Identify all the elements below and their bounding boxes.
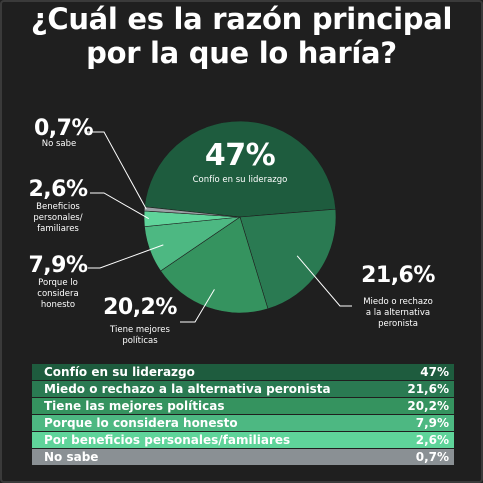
- row-label: Confío en su liderazgo: [44, 365, 195, 379]
- row-value: 21,6%: [407, 382, 449, 396]
- table-row: Tiene las mejores políticas 20,2%: [32, 398, 454, 414]
- chart-title: ¿Cuál es la razón principal por la que l…: [0, 2, 483, 70]
- row-label: Por beneficios personales/familiares: [44, 433, 291, 447]
- row-label: No sabe: [44, 450, 99, 464]
- slice-value-nosabe: 0,7%: [34, 116, 94, 141]
- slice-desc-beneficios: Beneficios personales/ familiares: [33, 202, 83, 234]
- row-label: Tiene las mejores políticas: [44, 399, 225, 413]
- row-value: 0,7%: [415, 450, 449, 464]
- label-liderazgo: 47% Confío en su liderazgo: [185, 140, 295, 186]
- leader-line-nosabe: [86, 131, 147, 210]
- slice-value-politicas: 20,2%: [103, 295, 177, 320]
- slice-desc-liderazgo: Confío en su liderazgo: [192, 175, 288, 185]
- row-value: 20,2%: [407, 399, 449, 413]
- title-line-2: por la que lo haría?: [86, 36, 397, 70]
- legend-table: Confío en su liderazgo 47% Miedo o recha…: [32, 364, 454, 466]
- slice-desc-miedo: Miedo o rechazo a la alternativa peronis…: [363, 297, 433, 329]
- leader-line-miedo: [296, 255, 352, 307]
- row-value: 47%: [420, 365, 449, 379]
- pie-slice-miedo: [239, 208, 337, 310]
- table-row: Miedo o rechazo a la alternativa peronis…: [32, 381, 454, 397]
- label-nosabe: 0,7% No sabe: [34, 116, 94, 150]
- slice-value-liderazgo: 47%: [204, 138, 276, 173]
- leader-line-beneficios: [90, 192, 150, 220]
- table-row: Porque lo considera honesto 7,9%: [32, 415, 454, 431]
- slice-value-honesto: 7,9%: [28, 253, 88, 278]
- label-politicas: 20,2% Tiene mejores políticas: [100, 296, 180, 347]
- slice-desc-politicas: Tiene mejores políticas: [110, 325, 170, 346]
- table-row: No sabe 0,7%: [32, 449, 454, 465]
- row-value: 7,9%: [415, 416, 449, 430]
- slice-value-miedo: 21,6%: [361, 263, 435, 288]
- table-row: Confío en su liderazgo 47%: [32, 364, 454, 380]
- label-honesto: 7,9% Porque lo considera honesto: [28, 254, 88, 311]
- leader-line-politicas: [180, 289, 215, 323]
- label-miedo: 21,6% Miedo o rechazo a la alternativa p…: [352, 264, 444, 330]
- title-line-1: ¿Cuál es la razón principal: [30, 2, 453, 36]
- slice-desc-nosabe: No sabe: [41, 139, 77, 149]
- row-label: Miedo o rechazo a la alternativa peronis…: [44, 382, 331, 396]
- row-label: Porque lo considera honesto: [44, 416, 238, 430]
- pie-slice-politicas: [160, 216, 269, 314]
- leader-line-honesto: [88, 244, 164, 269]
- table-row: Por beneficios personales/familiares 2,6…: [32, 432, 454, 448]
- label-beneficios: 2,6% Beneficios personales/ familiares: [28, 178, 88, 235]
- slice-desc-honesto: Porque lo considera honesto: [37, 278, 79, 310]
- row-value: 2,6%: [415, 433, 449, 447]
- pie-slice-liderazgo: [144, 120, 337, 218]
- slice-value-beneficios: 2,6%: [28, 177, 88, 202]
